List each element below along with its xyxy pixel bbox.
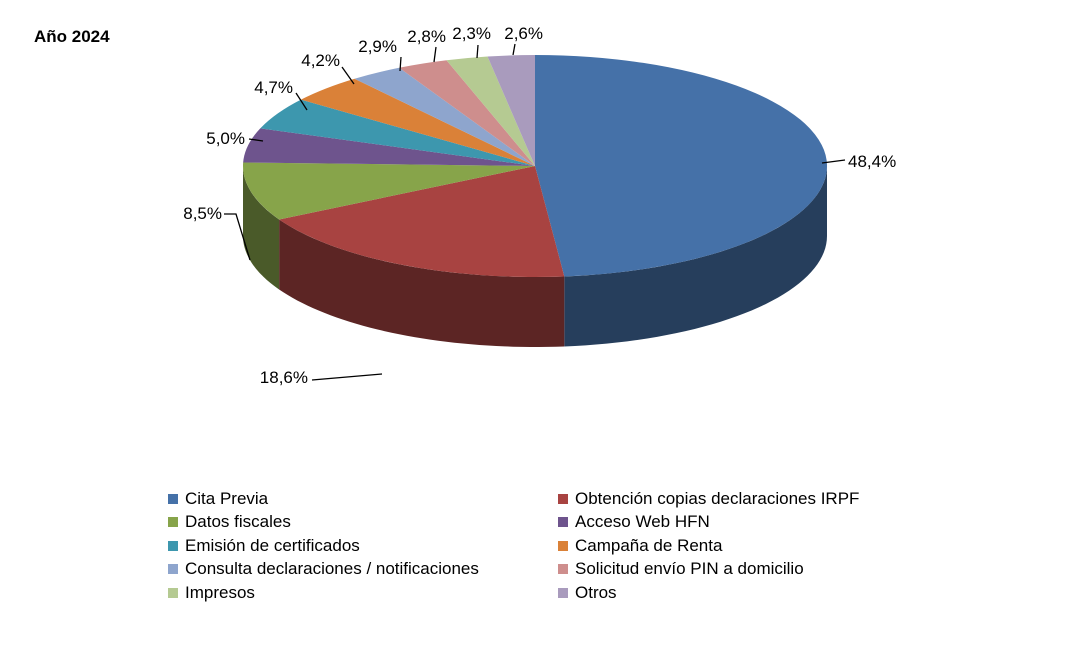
- pie-sides: [243, 166, 827, 347]
- data-label-0: 48,4%: [848, 152, 896, 171]
- legend-label: Consulta declaraciones / notificaciones: [185, 559, 479, 579]
- leader-line-7: [433, 46, 437, 63]
- data-label-1: 18,6%: [260, 368, 308, 387]
- legend-item: Otros: [558, 581, 908, 605]
- data-label-7: 2,8%: [407, 27, 446, 46]
- data-label-4: 4,7%: [254, 78, 293, 97]
- pie-slice-3: [243, 128, 535, 166]
- pie-side-1: [279, 219, 565, 347]
- leader-line-3: [248, 138, 264, 142]
- pie-slice-8: [446, 56, 535, 167]
- pie-slice-4: [260, 99, 535, 166]
- legend-swatch: [558, 493, 568, 504]
- legend-label: Obtención copias declaraciones IRPF: [575, 488, 860, 508]
- pie-chart: 48,4% 18,6% 8,5% 5,0% 4,7% 4,2% 2,9% 2,8% 2,3% 2,…: [183, 24, 896, 387]
- legend-label: Campaña de Renta: [575, 535, 723, 555]
- legend-item: Solicitud envío PIN a domicilio: [558, 558, 908, 582]
- legend-label: Emisión de certificados: [185, 535, 360, 555]
- pie-slice-6: [354, 67, 535, 166]
- legend-item: Obtención copias declaraciones IRPF: [558, 487, 908, 511]
- leader-line-4: [295, 92, 308, 111]
- data-label-5: 4,2%: [301, 51, 340, 70]
- leader-line-2: [224, 213, 251, 261]
- legend-swatch: [558, 564, 568, 575]
- data-label-6: 2,9%: [358, 37, 397, 56]
- legend-item: Datos fiscales: [168, 511, 558, 535]
- leader-line-9: [512, 43, 516, 56]
- legend-swatch: [168, 540, 178, 551]
- pie-slice-1: [279, 166, 565, 278]
- leader-line-8: [476, 44, 479, 59]
- data-label-9: 2,6%: [504, 24, 543, 43]
- legend-swatch: [558, 517, 568, 528]
- legend-label: Cita Previa: [185, 488, 269, 508]
- legend-label: Acceso Web HFN: [575, 512, 710, 532]
- legend-item: Acceso Web HFN: [558, 511, 908, 535]
- chart-title: Año 2024: [34, 27, 110, 46]
- legend-item: Consulta declaraciones / notificaciones: [168, 558, 558, 582]
- pie-side-2: [243, 166, 280, 290]
- pie-slice-7: [399, 60, 535, 166]
- leader-line-6: [399, 56, 402, 72]
- legend-label: Solicitud envío PIN a domicilio: [575, 559, 804, 579]
- legend-label: Datos fiscales: [185, 512, 291, 532]
- legend-item: Impresos: [168, 581, 558, 605]
- legend-swatch: [168, 517, 178, 528]
- pie-slice-9: [487, 55, 535, 166]
- data-label-3: 5,0%: [206, 129, 245, 148]
- pie-labels: 48,4% 18,6% 8,5% 5,0% 4,7% 4,2% 2,9% 2,8% 2,3% 2,…: [183, 24, 896, 387]
- legend-item: Emisión de certificados: [168, 534, 558, 558]
- pie-top: [242, 55, 828, 278]
- pie-slice-5: [300, 78, 535, 166]
- leader-line-5: [341, 66, 355, 85]
- data-label-2: 8,5%: [183, 204, 222, 223]
- legend: Cita Previa Obtención copias declaracione…: [168, 487, 908, 605]
- legend-swatch: [168, 493, 178, 504]
- legend-swatch: [168, 587, 178, 598]
- pie-slice-0: [535, 55, 828, 277]
- legend-swatch: [558, 540, 568, 551]
- pie-slice-2: [242, 162, 535, 220]
- data-label-8: 2,3%: [452, 24, 491, 43]
- legend-swatch: [558, 587, 568, 598]
- legend-label: Impresos: [185, 582, 255, 602]
- legend-swatch: [168, 564, 178, 575]
- legend-item: Cita Previa: [168, 487, 558, 511]
- leader-line-1: [311, 373, 383, 381]
- leader-line-0: [821, 159, 846, 164]
- legend-label: Otros: [575, 582, 617, 602]
- legend-item: Campaña de Renta: [558, 534, 908, 558]
- pie-side-0: [564, 166, 827, 347]
